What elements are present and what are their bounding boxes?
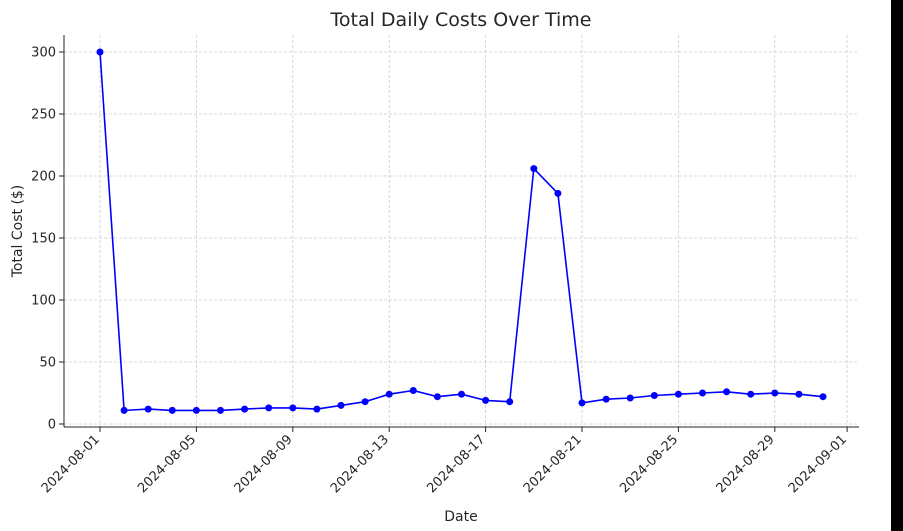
y-tick-label: 200 [31, 170, 56, 185]
data-point [120, 406, 128, 414]
data-point [819, 393, 827, 401]
x-tick-label: 2024-08-09 [232, 432, 296, 496]
data-point [192, 406, 200, 414]
data-point [747, 390, 755, 398]
data-point [385, 390, 393, 398]
x-tick-label: 2024-08-29 [714, 432, 778, 496]
y-axis-label: Total Cost ($) [10, 185, 26, 279]
series-layer [96, 48, 827, 414]
x-tick-label: 2024-08-17 [424, 432, 488, 496]
data-point [458, 390, 465, 398]
y-tick-label: 250 [31, 108, 56, 123]
data-point [795, 390, 803, 398]
data-point [409, 387, 417, 394]
data-point [554, 189, 562, 197]
data-point [650, 392, 658, 399]
x-tick-label: 2024-09-01 [786, 432, 850, 496]
data-point [506, 398, 514, 406]
grid-layer [64, 35, 859, 427]
y-tick-label: 50 [39, 356, 56, 371]
chart-title: Total Daily Costs Over Time [330, 9, 592, 31]
data-point [337, 401, 345, 409]
data-point [96, 48, 104, 56]
x-tick-layer: 2024-08-01 2024-08-05 2024-08-09 2024-08-13… [39, 427, 850, 496]
axes-layer [63, 35, 859, 428]
data-point [265, 404, 273, 412]
series-line [99, 51, 824, 412]
x-tick-label: 2024-08-21 [521, 432, 585, 496]
data-point [289, 404, 297, 412]
data-point [144, 405, 152, 413]
data-point [578, 399, 586, 407]
data-point [433, 393, 441, 401]
y-tick-label: 0 [48, 418, 56, 433]
data-point [313, 405, 321, 413]
data-point [723, 388, 731, 396]
y-tick-label: 100 [31, 294, 56, 309]
x-axis-label: Date [444, 509, 477, 525]
data-point [771, 389, 779, 397]
data-point [530, 165, 538, 173]
data-point [241, 405, 249, 413]
data-point [626, 394, 634, 402]
data-point [361, 398, 369, 406]
y-tick-label: 150 [31, 232, 56, 247]
y-tick-layer: 0 50 100 150 200 250 300 [31, 46, 64, 433]
data-point [168, 406, 176, 414]
data-point [482, 396, 490, 404]
x-tick-label: 2024-08-25 [617, 432, 681, 496]
data-point [674, 390, 682, 398]
data-point [217, 406, 224, 414]
x-tick-label: 2024-08-01 [39, 432, 103, 496]
data-point [602, 395, 610, 403]
y-tick-label: 300 [31, 46, 56, 61]
x-tick-label: 2024-08-13 [328, 432, 392, 496]
x-tick-label: 2024-08-05 [135, 432, 199, 496]
data-point [699, 389, 706, 397]
